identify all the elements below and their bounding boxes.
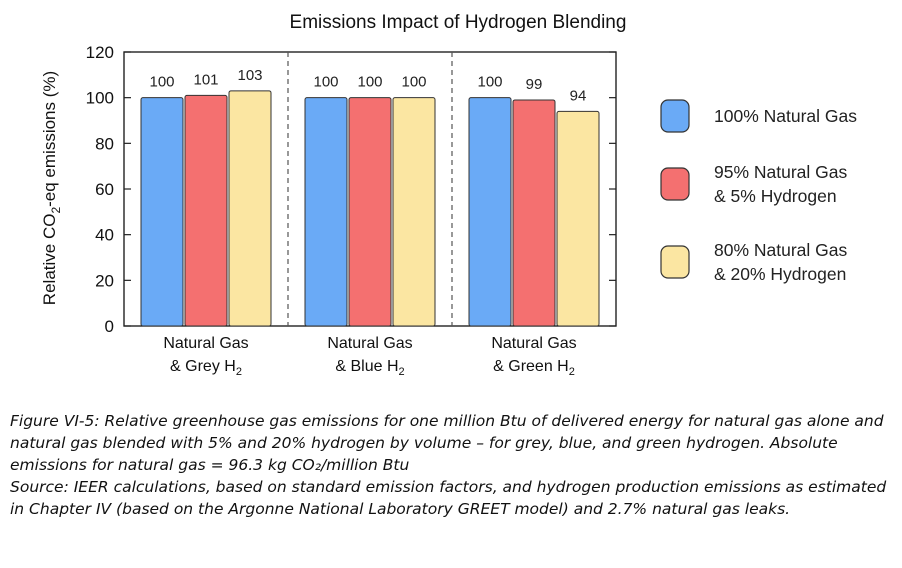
bar-value-label-0-1: 101 [193,71,218,88]
bar-1-2 [392,97,436,327]
bar-0-2 [228,90,272,327]
x-category-label-0-subscript: 2 [236,366,242,378]
bar-value-label-1-2: 100 [401,74,426,91]
legend-swatch-2 [660,245,690,279]
bar-value-label-1-1: 100 [357,74,382,91]
x-category-label-2-line2: & Green H2 [493,358,575,378]
figure-caption-text: Figure VI-5: Relative greenhouse gas emi… [10,412,884,474]
bar-1-1 [348,97,392,327]
x-category-label-2-line1: Natural Gas [491,335,576,352]
bar-value-label-0-2: 103 [237,67,262,84]
bar-value-label-2-2: 94 [570,87,587,104]
emissions-bar-chart: Emissions Impact of Hydrogen Blending Re… [40,12,857,378]
figure-source-text: Source: IEER calculations, based on stan… [10,478,887,518]
y-tick-label-5: 100 [86,89,114,108]
legend-label-1-line0: 95% Natural Gas [714,162,848,182]
bar-value-label-0-0: 100 [149,74,174,91]
x-category-label-2-subscript: 2 [569,366,575,378]
y-tick-label-3: 60 [95,180,114,199]
legend-label-2-line0: 80% Natural Gas [714,240,848,260]
bar-value-label-2-1: 99 [526,76,543,93]
figure-caption: Figure VI-5: Relative greenhouse gas emi… [10,410,894,520]
legend-label-1-line1: & 5% Hydrogen [714,186,837,206]
y-tick-label-6: 120 [86,43,114,62]
y-tick-label-4: 80 [95,134,114,153]
x-category-label-1-text: & Blue H [335,358,398,375]
legend-swatch-1 [660,167,690,201]
bar-value-label-2-0: 100 [477,74,502,91]
bar-1-0 [304,97,348,327]
bar-0-0 [140,97,184,327]
y-axis-label-part-1: Relative CO [40,214,59,306]
y-tick-label-1: 20 [95,271,114,290]
y-axis-label-subscript: 2 [49,207,63,214]
y-tick-label-2: 40 [95,226,114,245]
x-category-label-0-line2: & Grey H2 [170,358,242,378]
bar-2-1 [512,99,556,327]
legend-swatch-0 [660,99,690,133]
bar-value-label-1-0: 100 [313,74,338,91]
plot-area: 0 20 40 60 80 100 120 100 101 103 Natural Gas & Gre… [86,43,617,378]
legend-label-2-line1: & 20% Hydrogen [714,264,846,284]
bar-2-0 [468,97,512,327]
chart-title: Emissions Impact of Hydrogen Blending [290,12,627,33]
y-tick-label-0: 0 [105,317,114,336]
x-category-label-0-text: & Grey H [170,358,236,375]
bar-0-1 [184,94,228,327]
x-category-label-1-line1: Natural Gas [327,335,412,352]
bar-2-2 [556,110,600,327]
x-category-label-1-line2: & Blue H2 [335,358,404,378]
y-axis-label-part-2: -eq emissions (%) [40,71,59,207]
y-axis-label: Relative CO2-eq emissions (%) [40,71,63,305]
x-category-label-1-subscript: 2 [399,366,405,378]
x-category-label-0-line1: Natural Gas [163,335,248,352]
x-category-label-2-text: & Green H [493,358,569,375]
legend: 100% Natural Gas 95% Natural Gas & 5% Hydr… [660,99,857,284]
legend-label-0-line0: 100% Natural Gas [714,106,857,126]
